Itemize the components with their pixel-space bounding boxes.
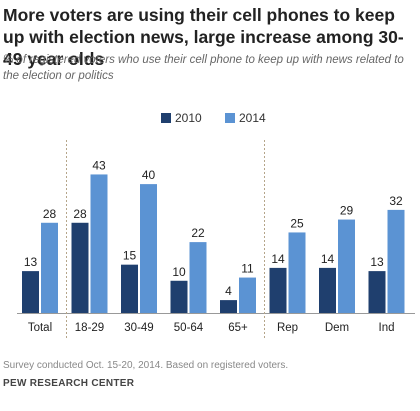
bar-2014-50-64 [189, 242, 207, 313]
data-label-2014-Total: 28 [43, 207, 57, 221]
bar-2014-Ind [387, 209, 405, 313]
data-label-2014-30-49: 40 [142, 168, 156, 182]
legend-label-2014: 2014 [239, 111, 266, 125]
bar-2010-Dem [319, 267, 336, 313]
data-label-2014-Rep: 25 [290, 216, 304, 230]
bar-2014-18-29 [90, 174, 108, 313]
category-label-30-49: 30-49 [124, 322, 153, 334]
bar-2010-30-49 [121, 264, 138, 313]
category-label-Rep: Rep [277, 322, 298, 334]
legend-label-2010: 2010 [175, 111, 202, 125]
bar-2010-Rep [269, 267, 287, 313]
bar-2014-Dem [338, 219, 355, 313]
data-label-2014-Ind: 32 [389, 194, 403, 208]
data-label-2014-50-64: 22 [191, 226, 205, 240]
bar-2014-65+ [239, 277, 256, 313]
chart-subtitle: % of registered voters who use their cel… [3, 54, 404, 82]
category-label-65+: 65+ [228, 322, 248, 334]
bar-2014-Total [41, 222, 58, 313]
data-label-2010-Total: 13 [24, 255, 38, 269]
legend-swatch-2014 [225, 113, 235, 123]
survey-note: Survey conducted Oct. 15-20, 2014. Based… [3, 360, 289, 371]
data-label-2014-65+: 11 [241, 262, 254, 276]
bar-2010-50-64 [170, 280, 188, 313]
data-label-2010-65+: 4 [225, 284, 232, 298]
category-label-Dem: Dem [325, 322, 349, 334]
data-label-2014-Dem: 29 [340, 204, 354, 218]
chart-title: More voters are using their cell phones … [3, 5, 404, 69]
data-label-2010-Rep: 14 [271, 252, 285, 266]
data-label-2010-18-29: 28 [73, 207, 87, 221]
bar-2010-65+ [220, 300, 237, 313]
bar-2014-30-49 [140, 184, 157, 313]
bar-2010-18-29 [71, 222, 89, 313]
data-label-2010-50-64: 10 [172, 265, 186, 279]
data-label-2010-Dem: 14 [321, 252, 335, 266]
source-label: PEW RESEARCH CENTER [3, 378, 135, 389]
data-label-2010-Ind: 13 [370, 255, 384, 269]
data-label-2014-18-29: 43 [92, 158, 106, 172]
category-label-50-64: 50-64 [174, 322, 204, 334]
category-label-Total: Total [28, 322, 52, 334]
bar-2010-Total [22, 271, 39, 313]
category-label-Ind: Ind [379, 322, 395, 334]
legend-swatch-2010 [161, 113, 171, 123]
bar-2010-Ind [368, 271, 386, 313]
category-label-18-29: 18-29 [75, 322, 104, 334]
bar-2014-Rep [288, 232, 306, 313]
data-label-2010-30-49: 15 [123, 249, 137, 263]
